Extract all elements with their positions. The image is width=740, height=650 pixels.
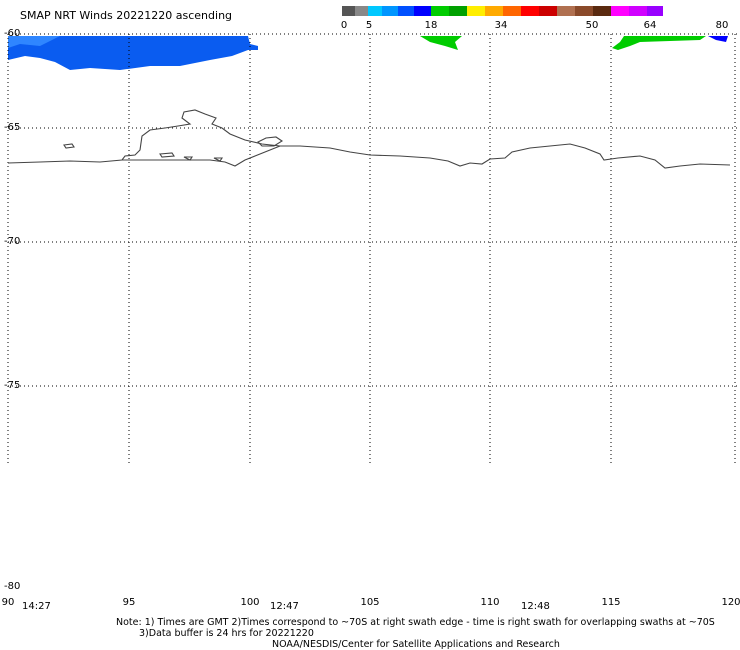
colorbar-segment	[382, 6, 398, 16]
colorbar-segment	[647, 6, 663, 16]
wind-speed-colorbar	[342, 6, 663, 16]
colorbar-segment	[449, 6, 467, 16]
lat-label: -65	[4, 122, 21, 133]
credit-line: NOAA/NESDIS/Center for Satellite Applica…	[272, 639, 560, 650]
lat-label: -75	[4, 380, 21, 391]
colorbar-segment	[398, 6, 414, 16]
lon-label: 100	[240, 597, 260, 608]
mid-wind-swath	[612, 36, 706, 50]
note-line: 3)Data buffer is 24 hrs for 20221220	[139, 628, 314, 639]
colorbar-segment	[342, 6, 355, 16]
colorbar-segment	[557, 6, 575, 16]
low-wind-swath-edge	[8, 36, 60, 48]
colorbar-label: 18	[424, 20, 438, 31]
mid-wind-swath	[420, 36, 462, 50]
map-title: SMAP NRT Winds 20221220 ascending	[20, 9, 233, 22]
colorbar-label: 50	[585, 20, 599, 31]
swath-time: 12:47	[270, 601, 299, 612]
colorbar-label: 0	[340, 20, 348, 31]
lon-label: 90	[1, 597, 15, 608]
lon-label: 95	[122, 597, 136, 608]
swath-time: 12:48	[521, 601, 550, 612]
low-wind-swath	[8, 36, 258, 70]
note-line: Note: 1) Times are GMT 2)Times correspon…	[116, 617, 715, 628]
lon-label: 120	[721, 597, 740, 608]
lon-label: 110	[480, 597, 500, 608]
colorbar-segment	[611, 6, 629, 16]
lon-label: 105	[360, 597, 380, 608]
colorbar-segment	[593, 6, 611, 16]
graticule	[7, 33, 740, 464]
lat-label: -60	[4, 28, 21, 39]
colorbar-label: 34	[494, 20, 508, 31]
colorbar-segment	[368, 6, 382, 16]
colorbar-segment	[431, 6, 449, 16]
colorbar-segment	[575, 6, 593, 16]
colorbar-segment	[629, 6, 647, 16]
colorbar-segment	[503, 6, 521, 16]
colorbar-label: 5	[365, 20, 373, 31]
colorbar-label: 80	[715, 20, 729, 31]
colorbar-segment	[521, 6, 539, 16]
colorbar-segment	[414, 6, 431, 16]
colorbar-segment	[355, 6, 368, 16]
antarctic-coastline	[7, 109, 731, 169]
swath-time: 14:27	[22, 601, 51, 612]
lat-label: -70	[4, 236, 21, 247]
lon-label: 115	[601, 597, 621, 608]
colorbar-segment	[467, 6, 485, 16]
colorbar-segment	[539, 6, 557, 16]
low-wind-swath	[708, 36, 728, 42]
lat-label: -80	[4, 581, 21, 592]
colorbar-label: 64	[643, 20, 657, 31]
colorbar-segment	[485, 6, 503, 16]
